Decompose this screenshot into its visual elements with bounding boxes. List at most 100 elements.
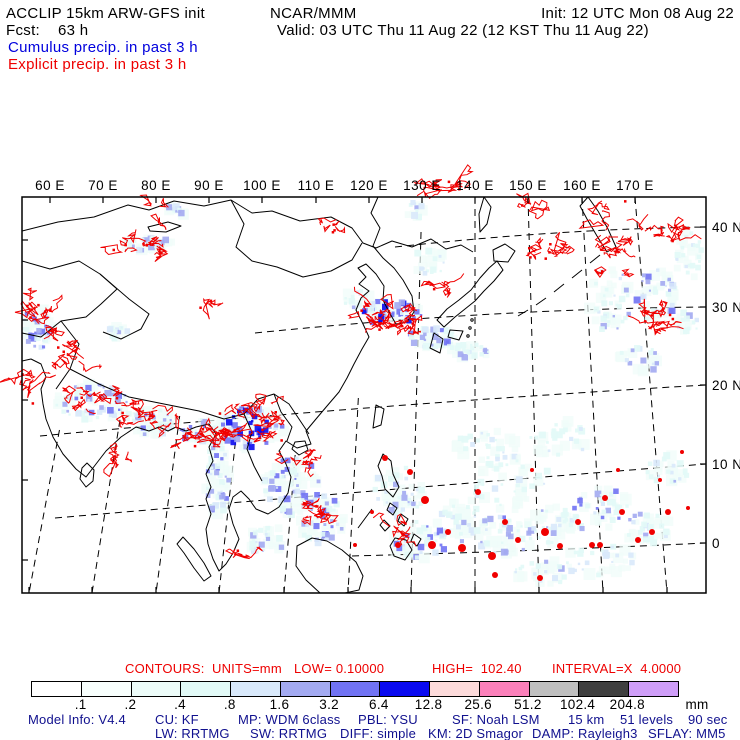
precip-cell bbox=[666, 469, 671, 474]
graticule-meridian bbox=[28, 429, 60, 593]
precip-cell bbox=[224, 475, 227, 478]
precip-cell bbox=[418, 491, 427, 500]
island-shikoku bbox=[447, 329, 464, 341]
model-info-item: 51 levels bbox=[620, 712, 674, 727]
precip-cell bbox=[301, 532, 307, 538]
precip-cell bbox=[611, 545, 614, 549]
precip-cell bbox=[449, 345, 455, 350]
precip-cell bbox=[457, 351, 464, 358]
precip-cell bbox=[272, 433, 281, 442]
red-contour bbox=[182, 431, 197, 441]
precip-cell bbox=[81, 415, 89, 423]
red-contour bbox=[67, 339, 79, 346]
precip-cell bbox=[177, 207, 182, 212]
precip-cell bbox=[335, 522, 340, 526]
precip-cell bbox=[508, 526, 521, 539]
precip-cell bbox=[430, 343, 434, 347]
precip-cell bbox=[62, 401, 68, 407]
longitude-label: 150 E bbox=[509, 178, 547, 193]
precip-cell bbox=[503, 549, 509, 555]
precip-cell bbox=[231, 422, 238, 429]
longitude-label: 120 E bbox=[350, 178, 388, 193]
precip-cell bbox=[417, 205, 428, 216]
precip-cell bbox=[598, 566, 606, 573]
precip-cell bbox=[102, 402, 112, 411]
precip-cell bbox=[410, 548, 420, 558]
precip-cell bbox=[234, 436, 241, 443]
precip-cell bbox=[450, 514, 455, 520]
precip-cell bbox=[269, 478, 275, 484]
precip-cell bbox=[600, 322, 607, 330]
precip-cell bbox=[696, 243, 701, 248]
precip-cell bbox=[219, 460, 229, 470]
red-contour-fill bbox=[303, 502, 306, 505]
precip-cell bbox=[40, 328, 46, 335]
precip-cell bbox=[422, 326, 429, 334]
red-contour-fill bbox=[644, 320, 647, 323]
precip-cell bbox=[515, 476, 523, 484]
precip-cell bbox=[590, 550, 595, 556]
precip-cell bbox=[478, 456, 485, 463]
precip-cell bbox=[243, 434, 249, 440]
precip-cell bbox=[439, 328, 444, 333]
red-contour bbox=[379, 293, 394, 310]
precip-cell bbox=[254, 425, 262, 433]
precip-cell bbox=[456, 524, 461, 530]
red-contour-fill bbox=[280, 439, 283, 442]
precip-cell bbox=[610, 566, 622, 578]
precip-cell bbox=[573, 568, 577, 573]
precip-cell bbox=[675, 469, 683, 477]
precip-cell bbox=[581, 568, 584, 571]
precip-cell bbox=[203, 425, 206, 429]
precip-cell bbox=[612, 552, 624, 564]
lake-balkhash bbox=[147, 221, 182, 233]
precip-cell bbox=[111, 322, 122, 333]
precip-cell bbox=[106, 326, 114, 333]
precip-cell bbox=[265, 525, 270, 531]
red-contour bbox=[27, 317, 40, 324]
red-precip-dot bbox=[488, 552, 496, 560]
precip-cell bbox=[423, 332, 427, 337]
graticule-lines bbox=[28, 197, 706, 593]
red-contour bbox=[300, 515, 312, 526]
longitude-label: 110 E bbox=[298, 178, 335, 193]
precip-cell bbox=[468, 527, 475, 533]
precip-cell bbox=[623, 287, 629, 293]
precip-cell bbox=[399, 496, 412, 509]
graticule-meridian bbox=[527, 197, 540, 593]
precip-cell bbox=[546, 561, 558, 573]
precip-cell bbox=[55, 403, 59, 407]
precip-cell bbox=[396, 545, 403, 552]
red-precip-dot bbox=[502, 519, 508, 525]
precip-cell bbox=[685, 270, 690, 275]
red-contour bbox=[317, 217, 337, 226]
latitude-label: 0 bbox=[712, 536, 720, 551]
precip-cell bbox=[559, 428, 566, 435]
precip-cell bbox=[524, 540, 535, 551]
precip-cell bbox=[550, 523, 558, 531]
precip-cell bbox=[642, 273, 646, 278]
red-contour bbox=[143, 409, 158, 418]
precip-cell bbox=[393, 472, 400, 479]
precip-cell bbox=[473, 491, 477, 495]
precip-cell bbox=[407, 551, 414, 558]
red-contour bbox=[304, 448, 316, 456]
precip-cell bbox=[562, 416, 574, 427]
precip-cell bbox=[559, 440, 570, 451]
precip-cell bbox=[675, 257, 679, 261]
precip-cell bbox=[478, 469, 485, 476]
precip-cell bbox=[606, 280, 613, 287]
precip-cell bbox=[154, 242, 162, 249]
precip-cell bbox=[515, 459, 519, 463]
precip-cell bbox=[264, 440, 269, 445]
precip-cell bbox=[386, 303, 399, 316]
precip-cell bbox=[669, 307, 676, 314]
precip-cell bbox=[530, 509, 542, 521]
precip-cell bbox=[653, 351, 657, 355]
precip-cell bbox=[562, 507, 568, 513]
precip-cell bbox=[578, 427, 586, 435]
red-precip-dot bbox=[658, 478, 662, 482]
precip-cell bbox=[210, 466, 214, 470]
red-contour-fill bbox=[360, 309, 363, 312]
precip-cell bbox=[549, 556, 560, 567]
